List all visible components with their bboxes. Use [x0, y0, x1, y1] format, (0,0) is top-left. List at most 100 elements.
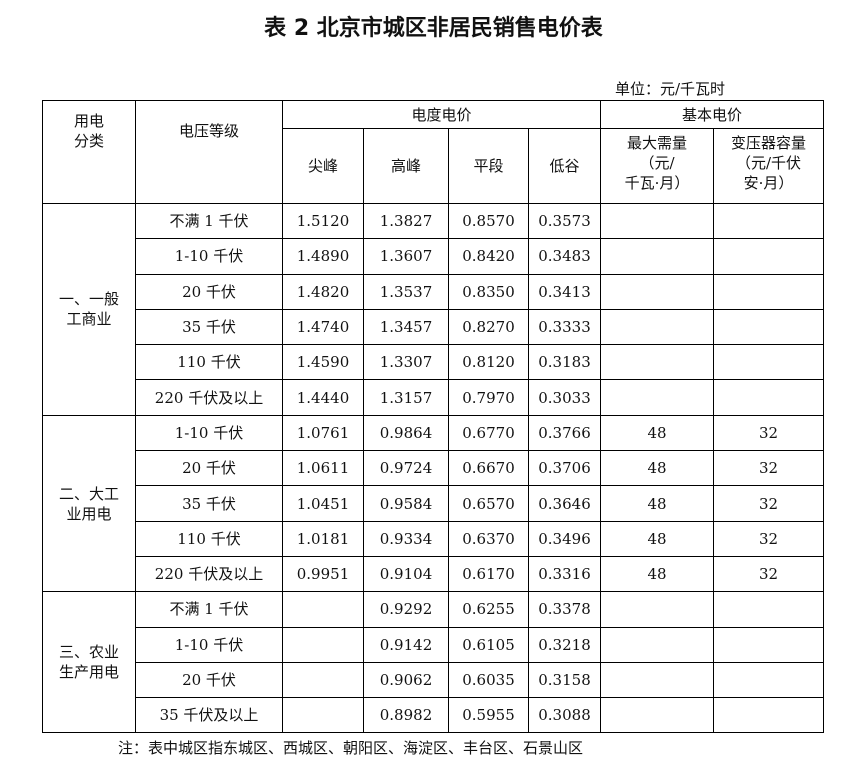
- valley-cell: 0.3218: [528, 626, 601, 663]
- demand-cell: [600, 202, 714, 240]
- flat-cell: 0.6105: [448, 626, 529, 663]
- sharp-cell: 1.4740: [282, 308, 364, 346]
- peak-cell: 1.3307: [363, 344, 449, 381]
- sharp-cell: 1.0181: [282, 520, 364, 557]
- table-row: 35 千伏及以上 0.8982 0.5955 0.3088: [43, 697, 824, 734]
- peak-cell: 0.9142: [363, 626, 449, 663]
- peak-cell: 1.3537: [363, 273, 449, 310]
- capacity-cell: 32: [713, 555, 824, 593]
- price-table: 用电 分类 电压等级 电度电价 基本电价 尖峰 高峰 平段 低谷 最大需量 （元…: [42, 100, 824, 734]
- voltage-cell: 不满 1 千伏: [135, 202, 283, 240]
- sharp-cell: 1.0611: [282, 450, 364, 487]
- peak-cell: 1.3827: [363, 202, 449, 240]
- sharp-cell: 1.4890: [282, 238, 364, 275]
- demand-cell: [600, 661, 714, 699]
- capacity-cell: 32: [713, 520, 824, 557]
- sharp-cell: 0.9951: [282, 555, 364, 593]
- valley-cell: 0.3088: [528, 697, 601, 734]
- peak-cell: 0.9584: [363, 485, 449, 522]
- flat-cell: 0.8420: [448, 238, 529, 275]
- demand-cell: [600, 238, 714, 275]
- voltage-cell: 1-10 千伏: [135, 414, 283, 452]
- demand-cell: [600, 344, 714, 381]
- peak-cell: 1.3157: [363, 379, 449, 416]
- sharp-cell: [282, 626, 364, 663]
- table-row: 220 千伏及以上 1.4440 1.3157 0.7970 0.3033: [43, 379, 824, 416]
- table-row: 220 千伏及以上 0.9951 0.9104 0.6170 0.3316 48 32: [43, 555, 824, 593]
- voltage-cell: 220 千伏及以上: [135, 555, 283, 593]
- header-sharp-peak: 尖峰: [282, 128, 364, 204]
- peak-cell: 0.9104: [363, 555, 449, 593]
- table-row: 110 千伏 1.0181 0.9334 0.6370 0.3496 48 32: [43, 520, 824, 557]
- flat-cell: 0.6255: [448, 591, 529, 628]
- voltage-cell: 1-10 千伏: [135, 626, 283, 663]
- capacity-cell: 32: [713, 414, 824, 452]
- page-title: 表 2 北京市城区非居民销售电价表: [264, 16, 603, 41]
- flat-cell: 0.6370: [448, 520, 529, 557]
- voltage-cell: 20 千伏: [135, 450, 283, 487]
- voltage-cell: 不满 1 千伏: [135, 591, 283, 628]
- valley-cell: 0.3413: [528, 273, 601, 310]
- valley-cell: 0.3033: [528, 379, 601, 416]
- demand-cell: 48: [600, 520, 714, 557]
- demand-cell: [600, 308, 714, 346]
- header-flat: 平段: [448, 128, 529, 204]
- table-row: 二、大工 业用电 1-10 千伏 1.0761 0.9864 0.6770 0.3766 4…: [42, 414, 824, 593]
- capacity-cell: [713, 661, 824, 699]
- sharp-cell: 1.0761: [282, 414, 364, 452]
- valley-cell: 0.3496: [528, 520, 601, 557]
- capacity-cell: [713, 308, 824, 346]
- capacity-cell: [713, 379, 824, 416]
- sharp-cell: 1.4820: [282, 273, 364, 310]
- capacity-cell: 32: [713, 485, 824, 522]
- valley-cell: 0.3573: [528, 202, 601, 240]
- peak-cell: 0.9292: [363, 591, 449, 628]
- header-peak: 高峰: [363, 128, 449, 204]
- header-max-demand: 最大需量 （元/ 千瓦·月）: [600, 128, 714, 204]
- voltage-cell: 20 千伏: [135, 661, 283, 699]
- voltage-cell: 20 千伏: [135, 273, 283, 310]
- table-row: 三、农业 生产用电 不满 1 千伏 0.9292 0.6255 0.3378: [42, 591, 824, 734]
- table-row: 20 千伏 1.4820 1.3537 0.8350 0.3413: [43, 273, 824, 310]
- flat-cell: 0.8120: [448, 344, 529, 381]
- valley-cell: 0.3483: [528, 238, 601, 275]
- demand-cell: 48: [600, 555, 714, 593]
- table-row: 1-10 千伏 1.4890 1.3607 0.8420 0.3483: [43, 238, 824, 275]
- category-cell: 一、一般 工商业: [42, 203, 136, 416]
- header-valley: 低谷: [528, 128, 601, 204]
- demand-cell: [600, 273, 714, 310]
- flat-cell: 0.5955: [448, 697, 529, 734]
- valley-cell: 0.3183: [528, 344, 601, 381]
- header-energy-price: 电度电价: [282, 100, 601, 129]
- sharp-cell: 1.4440: [282, 379, 364, 416]
- capacity-cell: [713, 344, 824, 381]
- table-row: 1-10 千伏 0.9142 0.6105 0.3218: [43, 626, 824, 663]
- voltage-cell: 1-10 千伏: [135, 238, 283, 275]
- valley-cell: 0.3706: [528, 450, 601, 487]
- peak-cell: 1.3607: [363, 238, 449, 275]
- peak-cell: 0.9864: [363, 414, 449, 452]
- voltage-cell: 35 千伏及以上: [135, 697, 283, 734]
- footnote: 注：表中城区指东城区、西城区、朝阳区、海淀区、丰台区、石景山区: [118, 739, 584, 757]
- category-cell: 二、大工 业用电: [42, 414, 136, 593]
- peak-cell: 1.3457: [363, 308, 449, 346]
- table-row: 35 千伏 1.0451 0.9584 0.6570 0.3646 48 32: [43, 485, 824, 522]
- valley-cell: 0.3646: [528, 485, 601, 522]
- valley-cell: 0.3316: [528, 555, 601, 593]
- valley-cell: 0.3333: [528, 308, 601, 346]
- header-basic-price: 基本电价: [600, 100, 824, 129]
- demand-cell: 48: [600, 450, 714, 487]
- table-row: 110 千伏 1.4590 1.3307 0.8120 0.3183: [43, 344, 824, 381]
- table-row: 一、一般 工商业 不满 1 千伏 1.5120 1.3827 0.8570 0.3573: [42, 202, 824, 416]
- flat-cell: 0.8270: [448, 308, 529, 346]
- demand-cell: 48: [600, 485, 714, 522]
- flat-cell: 0.6170: [448, 555, 529, 593]
- header-voltage: 电压等级: [135, 100, 283, 204]
- flat-cell: 0.6570: [448, 485, 529, 522]
- capacity-cell: [713, 626, 824, 663]
- sharp-cell: 1.5120: [282, 202, 364, 240]
- header-transformer-capacity: 变压器容量 （元/千伏 安·月）: [713, 128, 824, 204]
- capacity-cell: [713, 697, 824, 734]
- peak-cell: 0.9334: [363, 520, 449, 557]
- flat-cell: 0.8350: [448, 273, 529, 310]
